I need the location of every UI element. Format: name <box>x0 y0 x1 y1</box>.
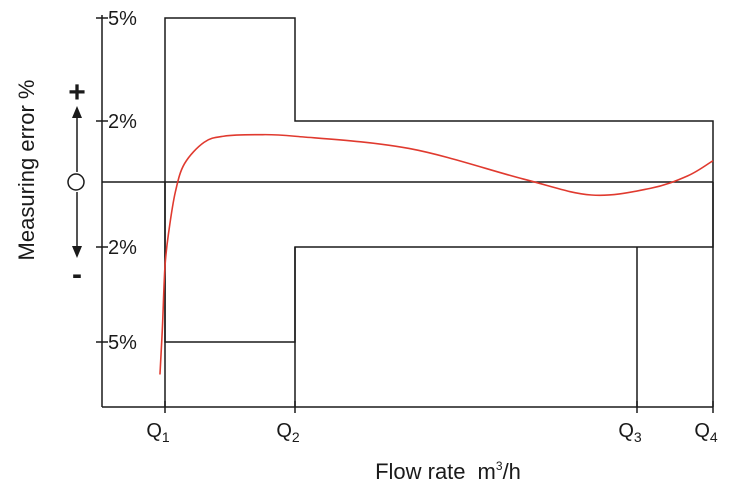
y-tick-label: 5% <box>108 332 137 354</box>
y-axis-title: Measuring error % <box>14 80 39 261</box>
x-axis-title: Flow rate m3/h <box>375 459 521 484</box>
tolerance-limits <box>164 17 714 407</box>
x-axis-unit-tail: /h <box>503 459 521 484</box>
x-tick-name: Q <box>146 420 162 442</box>
x-axis-unit: m <box>478 459 496 484</box>
x-axis-title-text: Flow rate <box>375 459 465 484</box>
series <box>159 133 714 375</box>
lower-tolerance-line <box>164 182 714 343</box>
down-arrow-icon <box>72 246 82 258</box>
y-tick-label: 2% <box>108 237 137 259</box>
x-tick-label: Q3 <box>618 420 642 445</box>
x-tick-name: Q <box>618 420 634 442</box>
minus-sign: - <box>72 258 82 291</box>
x-tick-subscript: 3 <box>634 429 642 445</box>
up-arrow-icon <box>72 106 82 118</box>
y-tick-label: 2% <box>108 111 137 133</box>
x-tick-name: Q <box>276 420 292 442</box>
y-ticks: 5% 2% 2% 5% <box>96 8 137 354</box>
x-tick-subscript: 4 <box>710 429 718 445</box>
plus-sign: + <box>68 76 86 109</box>
zero-circle-icon <box>67 173 85 191</box>
y-tick-label: 5% <box>108 8 137 30</box>
x-tick-label: Q4 <box>694 420 718 445</box>
x-axis-unit-exp: 3 <box>496 459 503 473</box>
x-tick-subscript: 2 <box>292 429 300 445</box>
x-tick-label: Q2 <box>276 420 300 445</box>
x-tick-subscript: 1 <box>162 429 170 445</box>
x-tick-label: Q1 <box>146 420 170 445</box>
x-tick-name: Q <box>694 420 710 442</box>
upper-tolerance-line <box>164 17 714 182</box>
error-curve <box>159 133 714 375</box>
